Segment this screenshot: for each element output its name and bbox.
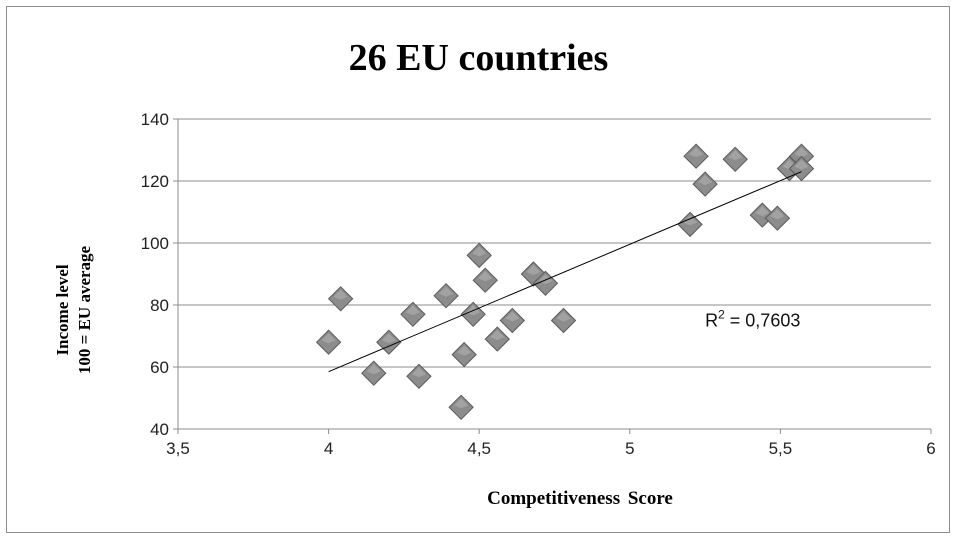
data-point-highlight (794, 159, 809, 170)
data-point-highlight (770, 209, 785, 220)
data-point-highlight (505, 311, 520, 322)
data-point-highlight (698, 175, 713, 186)
y-tick-label: 140 (141, 110, 169, 129)
data-point-highlight (333, 289, 348, 300)
data-point-highlight (683, 215, 698, 226)
data-point-highlight (411, 367, 426, 378)
y-tick-label: 100 (141, 234, 169, 253)
x-tick-label: 5,5 (769, 439, 793, 458)
data-point-highlight (321, 333, 336, 344)
data-point-highlight (755, 206, 770, 217)
x-tick-label: 4 (324, 439, 333, 458)
y-tick-label: 60 (150, 358, 169, 377)
data-point-highlight (366, 364, 381, 375)
x-tick-label: 3,5 (166, 439, 190, 458)
y-tick-label: 40 (150, 420, 169, 439)
r-squared-sup: 2 (718, 308, 725, 322)
x-tick-labels: 3,5 4 4,5 5 5,5 6 (166, 439, 936, 458)
chart-frame (6, 6, 950, 533)
x-tick-label: 6 (926, 439, 935, 458)
r-squared-value: = 0,7603 (725, 311, 801, 331)
r-squared-annotation: R2 = 0,7603 (705, 308, 800, 331)
x-tick-label: 4,5 (467, 439, 491, 458)
x-tick-label: 5 (625, 439, 634, 458)
axes (173, 118, 932, 434)
data-point-highlight (478, 271, 493, 282)
data-point-highlight (381, 333, 396, 344)
data-points (315, 143, 815, 421)
trendline-group (328, 171, 802, 373)
data-point-highlight (457, 345, 472, 356)
data-point-highlight (689, 147, 704, 158)
data-point-highlight (472, 246, 487, 257)
data-point-highlight (728, 150, 743, 161)
data-point-highlight (405, 305, 420, 316)
y-tick-label: 120 (141, 172, 169, 191)
data-point-highlight (439, 286, 454, 297)
chart-title: 26 EU countries (348, 37, 609, 79)
y-tick-label: 80 (150, 296, 169, 315)
data-point-highlight (526, 265, 541, 275)
gridlines (178, 118, 931, 430)
data-point-highlight (556, 311, 571, 322)
trendline (328, 171, 802, 373)
data-point-highlight (454, 398, 469, 409)
x-axis-label: Competitiveness Score (487, 488, 673, 509)
data-point-highlight (794, 147, 809, 158)
y-tick-labels: 40 60 80 100 120 140 (141, 110, 169, 439)
r-squared-base: R (705, 311, 718, 331)
data-point-highlight (490, 330, 505, 341)
